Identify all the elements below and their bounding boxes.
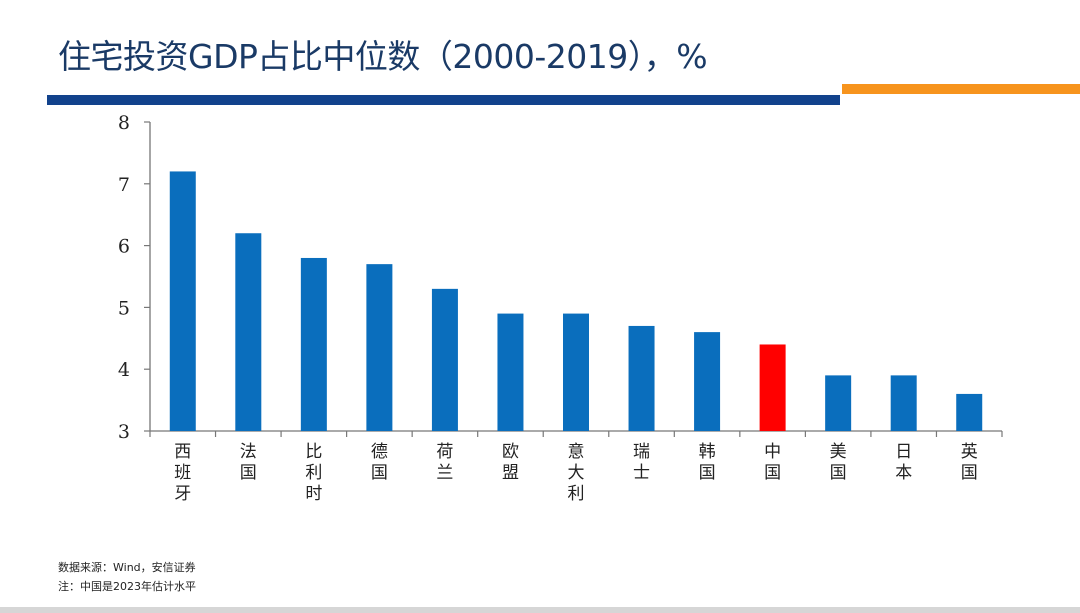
category-label: 欧盟 xyxy=(502,442,519,483)
category-label: 比利时 xyxy=(305,442,322,504)
category-label: 美国 xyxy=(830,442,847,483)
category-label: 中国 xyxy=(764,442,781,483)
bar-10 xyxy=(825,375,852,431)
category-label: 荷兰 xyxy=(436,442,453,483)
category-label: 意大利 xyxy=(568,442,585,504)
y-tick-label: 5 xyxy=(118,297,130,319)
title-underline-blue xyxy=(47,95,840,105)
y-tick-label: 3 xyxy=(118,421,130,443)
bar-1 xyxy=(235,233,262,431)
bar-0 xyxy=(169,171,196,431)
bar-7 xyxy=(628,325,655,431)
x-axis xyxy=(149,430,1003,437)
category-label: 日本 xyxy=(895,442,912,483)
bar-4 xyxy=(431,288,458,431)
title-underline-orange xyxy=(842,84,1080,94)
category-label: 西班牙 xyxy=(174,442,191,504)
bar-5 xyxy=(497,313,524,431)
y-tick-label: 4 xyxy=(118,359,130,381)
category-label: 瑞士 xyxy=(633,442,650,483)
bar-12 xyxy=(956,393,983,431)
bars xyxy=(169,171,983,431)
bar-8 xyxy=(694,332,721,431)
y-tick-label: 7 xyxy=(118,174,130,196)
page-title: 住宅投资GDP占比中位数（2000-2019），% xyxy=(58,37,708,76)
china-estimate-note: 注：中国是2023年估计水平 xyxy=(58,580,196,593)
bar-3 xyxy=(366,264,393,431)
y-tick-label: 6 xyxy=(118,236,130,258)
source-note: 数据来源：Wind，安信证券 xyxy=(58,561,196,574)
category-label: 法国 xyxy=(240,442,257,483)
bottom-strip xyxy=(0,607,1080,613)
bar-9 xyxy=(759,344,786,431)
category-label: 德国 xyxy=(371,442,388,483)
bar-11 xyxy=(890,375,917,431)
category-label: 韩国 xyxy=(699,442,716,483)
bar-2 xyxy=(300,257,327,431)
bar-6 xyxy=(563,313,589,431)
category-labels: 西班牙 法国 比利时 德国 荷兰 欧盟 意大利 瑞士 韩国 中国 美国 日本 英国 xyxy=(174,442,977,504)
y-tick-label: 8 xyxy=(118,112,130,134)
category-label: 英国 xyxy=(961,442,978,483)
y-axis: 3 4 5 6 7 8 xyxy=(118,112,151,443)
